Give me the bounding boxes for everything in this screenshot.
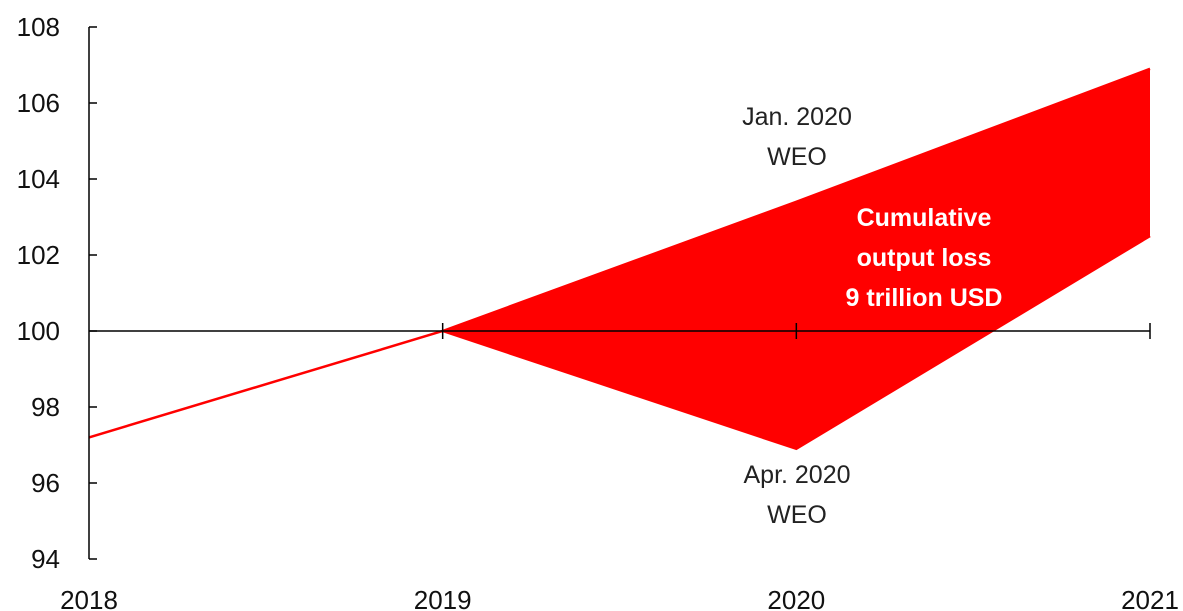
jan-weo-label-line2: WEO (767, 143, 827, 171)
apr-weo-label-line2: WEO (767, 501, 827, 529)
y-tick-label: 108 (17, 12, 60, 42)
y-tick-label: 100 (17, 316, 60, 346)
apr-weo-line (442, 234, 1151, 451)
tick-label-layer: 94 96 98 100 102 104 106 108 2018 2019 2020 2021 (17, 12, 1179, 611)
y-tick-label: 94 (31, 544, 60, 574)
axis-layer (88, 26, 1151, 560)
output-loss-label-line3: 9 trillion USD (846, 284, 1003, 312)
y-tick-label: 98 (31, 392, 60, 422)
jan-weo-line (88, 67, 1151, 439)
x-tick-label: 2019 (414, 585, 472, 611)
y-tick-label: 104 (17, 164, 60, 194)
y-tick-label: 102 (17, 240, 60, 270)
x-tick-label: 2018 (60, 585, 118, 611)
y-tick-label: 96 (31, 468, 60, 498)
output-loss-label-line2: output loss (857, 244, 992, 272)
output-loss-area (442, 68, 1150, 449)
y-tick-label: 106 (17, 88, 60, 118)
x-tick-label: 2021 (1121, 585, 1179, 611)
line-layer (88, 67, 1151, 451)
x-tick-label: 2020 (767, 585, 825, 611)
fill-layer (442, 68, 1150, 449)
jan-weo-label-line1: Jan. 2020 (742, 103, 852, 131)
apr-weo-label-line1: Apr. 2020 (743, 461, 850, 489)
output-loss-label-line1: Cumulative (857, 204, 992, 232)
